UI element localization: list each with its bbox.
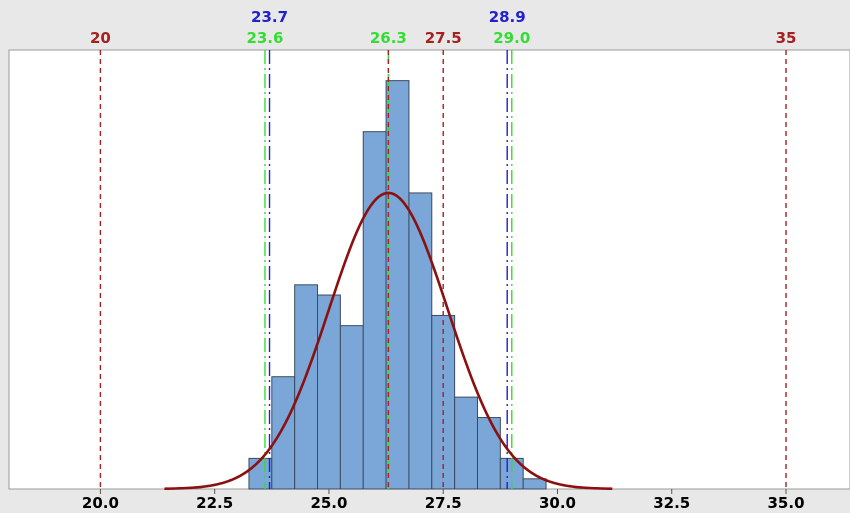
reference-lines-layer: [99, 50, 787, 489]
histogram-bar-12: [522, 478, 547, 490]
histogram-bar-7: [408, 192, 433, 490]
x-tick-label-0: 20.0: [82, 494, 119, 512]
histogram-bar-4: [339, 325, 364, 490]
histogram-bar-2: [294, 284, 319, 490]
histogram-bar-9: [454, 396, 478, 490]
x-tick-label-4: 30.0: [539, 494, 576, 512]
reference-label-7: 29.0: [493, 29, 530, 47]
reference-label-3: 26.3: [370, 29, 407, 47]
x-tick-label-3: 27.5: [425, 494, 462, 512]
x-tick-label-1: 22.5: [196, 494, 233, 512]
histogram-bar-1: [271, 376, 296, 490]
histogram-bar-0: [248, 457, 273, 490]
histogram-bar-6: [385, 80, 410, 490]
reference-labels-layer: 20 23.6 23.7 26.3 27.5 28.9 29.0 35: [90, 8, 796, 47]
reference-label-1: 23.6: [246, 29, 283, 47]
reference-label-5: 27.5: [425, 29, 462, 47]
reference-label-6: 28.9: [489, 8, 526, 26]
histogram-bar-3: [317, 294, 341, 490]
fit-curve-layer: [164, 191, 613, 491]
histogram-bar-10: [476, 417, 501, 490]
histogram-bar-5: [362, 131, 387, 490]
bars-layer: [248, 80, 547, 490]
normal-fit-curve: [164, 191, 613, 491]
reference-label-0: 20: [90, 29, 111, 47]
x-tick-label-5: 32.5: [653, 494, 690, 512]
x-tick-label-6: 35.0: [768, 494, 805, 512]
x-tick-label-2: 25.0: [310, 494, 347, 512]
reference-label-2: 23.7: [251, 8, 288, 26]
x-axis: 20.0 22.5 25.0 27.5 30.0 32.5 35.0: [82, 489, 805, 512]
reference-label-8: 35: [776, 29, 797, 47]
